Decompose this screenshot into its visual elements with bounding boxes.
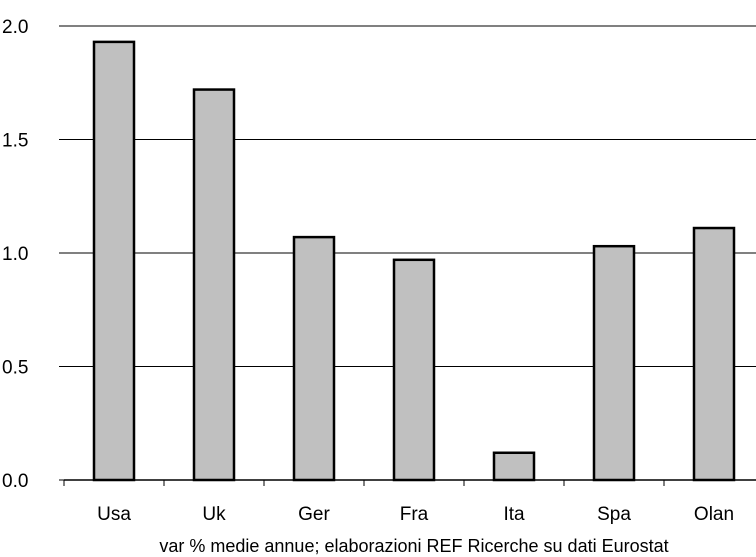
chart-caption: var % medie annue; elaborazioni REF Rice… (159, 536, 668, 556)
x-category-label: Fra (400, 504, 429, 525)
bar-olan (692, 226, 736, 482)
y-axis-ticks: 0.0 0.5 1.0 1.5 2.0 (2, 17, 64, 492)
y-tick-label: 2.0 (2, 17, 28, 38)
y-tick-label: 0.5 (2, 358, 28, 379)
y-tick-label: 0.0 (2, 471, 28, 492)
bars (92, 40, 736, 482)
x-axis-ticks: Usa Uk Ger Fra Ita Spa Olan (63, 480, 734, 525)
bar-usa (92, 40, 136, 482)
bar-uk (192, 88, 236, 482)
bar-fra (392, 258, 436, 482)
y-tick-label: 1.5 (2, 131, 28, 152)
x-category-label: Usa (97, 504, 131, 525)
x-category-label: Uk (202, 504, 226, 525)
bar-ita (492, 451, 536, 482)
x-category-label: Ger (298, 504, 330, 525)
x-category-label: Olan (694, 504, 734, 525)
x-category-label: Ita (503, 504, 525, 525)
bar-ger (292, 235, 336, 482)
x-category-label: Spa (597, 504, 631, 525)
y-tick-label: 1.0 (2, 244, 28, 265)
bar-spa (592, 244, 636, 482)
